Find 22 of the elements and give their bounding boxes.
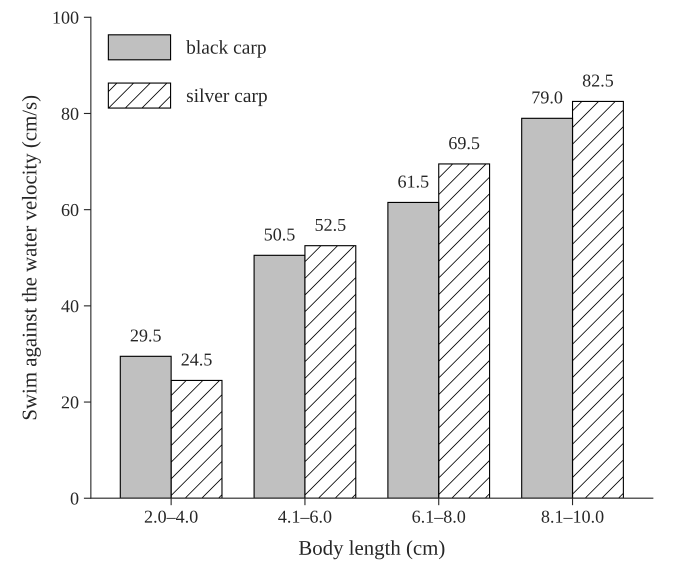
- x-tick-label: 8.1–10.0: [542, 510, 604, 523]
- y-tick-label: 100: [54, 12, 78, 24]
- y-tick-label: 80: [62, 108, 78, 120]
- data-label: 79.0: [532, 91, 562, 104]
- y-tick-label: 40: [61, 300, 78, 312]
- legend-label: silver carp: [186, 88, 267, 106]
- data-label: 24.5: [182, 353, 212, 366]
- x-tick-label: 4.1–6.0: [278, 510, 332, 523]
- data-label: 82.5: [582, 74, 614, 87]
- y-tick-label: 20: [62, 396, 78, 408]
- x-tick-label: 6.1–8.0: [412, 510, 466, 523]
- data-label: 61.5: [398, 176, 428, 188]
- data-label: 69.5: [449, 137, 480, 150]
- data-label: 52.5: [316, 218, 346, 232]
- y-axis-title: Swim against the water velocity (cm/s): [22, 96, 41, 420]
- legend-label: black carp: [186, 40, 266, 58]
- data-label: 29.5: [130, 329, 161, 342]
- y-tick-label: 0: [70, 492, 78, 505]
- y-tick-label: 60: [62, 204, 78, 216]
- x-tick-label: 2.0–4.0: [144, 510, 198, 523]
- data-label: 50.5: [264, 228, 295, 241]
- x-axis-title: Body length (cm): [298, 540, 444, 560]
